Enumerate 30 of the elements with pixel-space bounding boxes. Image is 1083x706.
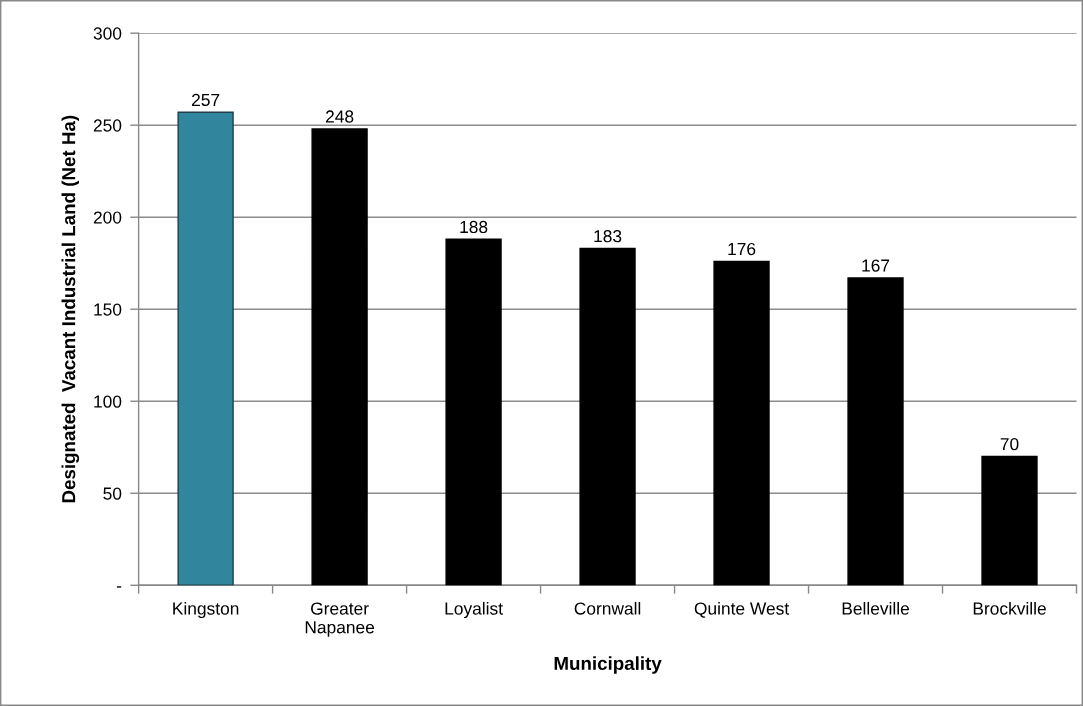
y-tick-label: 50 [103, 487, 122, 500]
y-tick-label: 150 [94, 303, 122, 316]
bar [713, 260, 770, 586]
data-label: 167 [862, 259, 890, 272]
data-label: 176 [728, 242, 756, 256]
y-tick-label: - [116, 586, 122, 588]
data-label: 188 [460, 220, 488, 234]
x-tick-label: Cornwall [574, 601, 641, 615]
data-label: 183 [594, 229, 622, 243]
bar [981, 455, 1038, 586]
x-tick-label: Loyalist [445, 601, 503, 619]
y-tick-label: 250 [93, 119, 122, 132]
x-tick-label: Belleville [842, 601, 910, 615]
x-tick-label: Brockville [973, 601, 1046, 615]
bar [445, 238, 502, 586]
x-tick-label: Greater Napanee [305, 602, 375, 637]
y-tick-label: 300 [93, 27, 122, 40]
bar [311, 128, 368, 586]
x-tick-label: Kingston [173, 601, 239, 619]
data-label: 257 [192, 93, 220, 107]
x-axis-title: Municipality [554, 656, 662, 674]
y-tick-label: 200 [93, 211, 122, 224]
bar [177, 111, 234, 586]
data-label: 248 [325, 110, 354, 123]
bar [847, 277, 904, 586]
y-axis-title: Designated Vacant Industrial Land (Net Ha) [61, 115, 80, 503]
y-tick-label: 100 [94, 395, 122, 408]
data-label: 70 [1000, 437, 1019, 451]
bar [579, 247, 636, 586]
x-tick-label: Quinte West [694, 601, 790, 618]
